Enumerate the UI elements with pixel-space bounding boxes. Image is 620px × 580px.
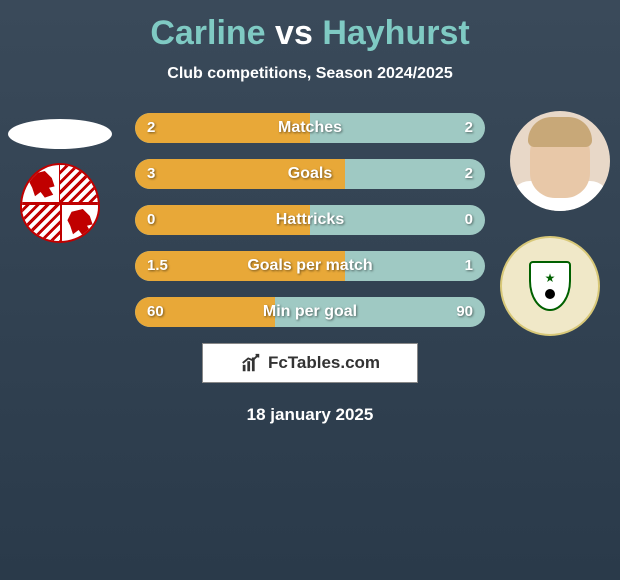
stat-value-right: 2 — [465, 113, 473, 143]
watermark: FcTables.com — [202, 343, 418, 383]
stat-row: 1.5Goals per match1 — [135, 251, 485, 281]
stat-label: Goals — [135, 159, 485, 189]
stat-value-right: 1 — [465, 251, 473, 281]
subtitle: Club competitions, Season 2024/2025 — [0, 65, 620, 83]
crest-quadrant — [60, 203, 98, 241]
avatar-hair — [528, 117, 592, 147]
crest-lion-icon — [28, 171, 56, 199]
stat-value-right: 2 — [465, 159, 473, 189]
stat-row: 2Matches2 — [135, 113, 485, 143]
infographic-container: Carline vs Hayhurst Club competitions, S… — [0, 0, 620, 425]
title-vs: vs — [275, 14, 313, 52]
date-label: 18 january 2025 — [0, 405, 620, 425]
player2-club-crest — [500, 236, 600, 336]
stat-label: Goals per match — [135, 251, 485, 281]
crest-lion-icon — [66, 209, 94, 237]
stat-row: 60Min per goal90 — [135, 297, 485, 327]
stat-label: Min per goal — [135, 297, 485, 327]
crest-stripes — [60, 165, 98, 203]
stat-label: Hattricks — [135, 205, 485, 235]
crest-stripes — [22, 203, 60, 241]
stat-label: Matches — [135, 113, 485, 143]
stat-row: 3Goals2 — [135, 159, 485, 189]
stat-row: 0Hattricks0 — [135, 205, 485, 235]
title-player2: Hayhurst — [322, 14, 469, 52]
watermark-text: FcTables.com — [268, 353, 380, 373]
stats-bars: 2Matches23Goals20Hattricks01.5Goals per … — [135, 111, 485, 327]
player2-avatar — [510, 111, 610, 211]
player1-club-crest — [20, 163, 100, 243]
crest-shield-icon — [529, 261, 571, 311]
stat-value-right: 90 — [456, 297, 473, 327]
main-area: 2Matches23Goals20Hattricks01.5Goals per … — [0, 111, 620, 425]
chart-icon — [240, 352, 262, 374]
crest-quadrant — [22, 165, 60, 203]
title-player1: Carline — [150, 14, 265, 52]
stat-value-right: 0 — [465, 205, 473, 235]
player1-avatar — [8, 119, 112, 149]
title: Carline vs Hayhurst — [0, 14, 620, 53]
